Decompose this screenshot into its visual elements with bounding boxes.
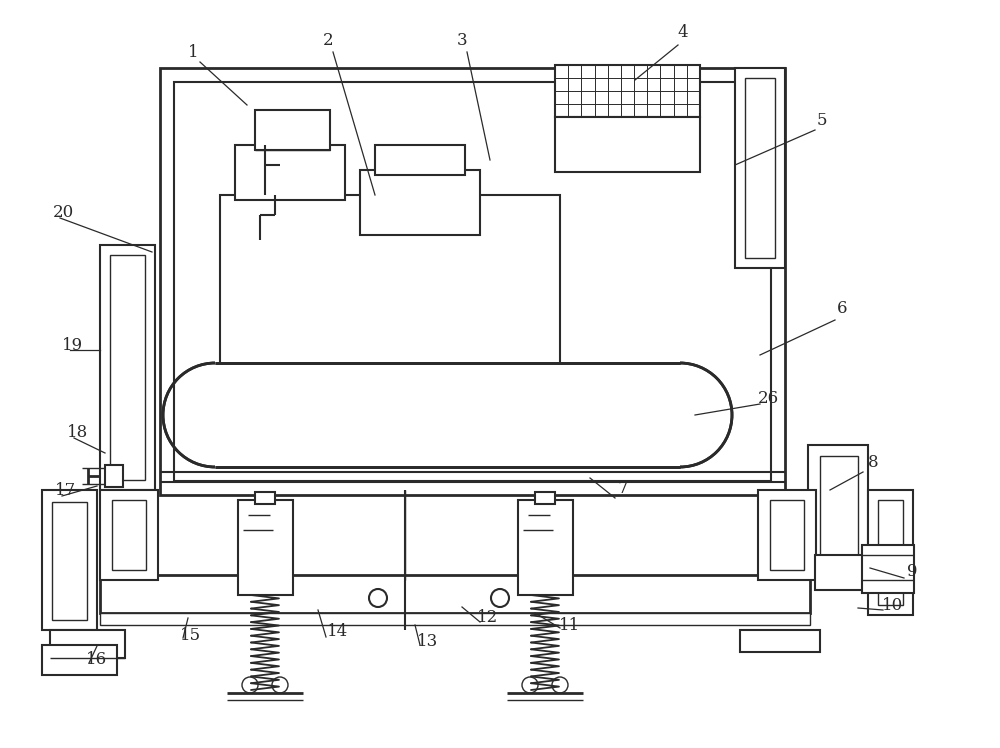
Bar: [735, 68, 785, 268]
Bar: [745, 78, 775, 258]
Text: 6: 6: [837, 299, 847, 316]
Ellipse shape: [552, 677, 568, 693]
Text: 13: 13: [417, 634, 439, 651]
Bar: [52, 502, 87, 620]
Bar: [815, 555, 870, 590]
Bar: [518, 500, 573, 595]
Text: 17: 17: [55, 482, 77, 498]
Text: 19: 19: [62, 337, 84, 354]
Text: 5: 5: [817, 111, 827, 129]
Bar: [862, 545, 914, 593]
Bar: [110, 255, 145, 480]
Text: 7: 7: [618, 479, 628, 497]
Text: 18: 18: [67, 423, 89, 441]
Bar: [105, 465, 123, 487]
Bar: [740, 630, 820, 652]
Bar: [770, 500, 804, 570]
Text: 12: 12: [477, 610, 499, 627]
Bar: [50, 630, 125, 658]
Text: 10: 10: [882, 596, 904, 613]
Bar: [360, 170, 480, 235]
Text: 9: 9: [907, 563, 917, 580]
Bar: [758, 490, 816, 580]
Bar: [878, 500, 903, 605]
Text: 1: 1: [188, 43, 198, 61]
Text: 15: 15: [179, 627, 201, 643]
Bar: [820, 456, 858, 564]
Text: 26: 26: [757, 390, 779, 406]
Text: 8: 8: [868, 453, 878, 470]
Text: 20: 20: [52, 203, 74, 221]
Text: 2: 2: [323, 31, 333, 49]
Bar: [555, 117, 700, 172]
Text: 16: 16: [85, 652, 107, 669]
Bar: [112, 500, 146, 570]
Bar: [375, 145, 465, 175]
Bar: [808, 445, 868, 575]
Bar: [868, 490, 913, 615]
Ellipse shape: [369, 589, 387, 607]
Ellipse shape: [242, 677, 258, 693]
Bar: [174, 82, 771, 481]
Bar: [160, 68, 785, 495]
Bar: [555, 65, 700, 117]
Text: 11: 11: [559, 616, 581, 634]
Text: 14: 14: [327, 624, 349, 640]
Ellipse shape: [491, 589, 509, 607]
Bar: [42, 490, 97, 630]
Bar: [220, 195, 560, 370]
Bar: [100, 490, 158, 580]
Ellipse shape: [522, 677, 538, 693]
Text: 3: 3: [457, 31, 467, 49]
Bar: [215, 363, 680, 467]
Bar: [535, 492, 555, 504]
Bar: [42, 645, 117, 675]
Bar: [100, 613, 810, 625]
Text: 4: 4: [678, 23, 688, 40]
Bar: [238, 500, 293, 595]
Ellipse shape: [272, 677, 288, 693]
Bar: [100, 245, 155, 490]
Bar: [255, 492, 275, 504]
Bar: [235, 145, 345, 200]
Bar: [100, 575, 810, 613]
Bar: [255, 110, 330, 150]
